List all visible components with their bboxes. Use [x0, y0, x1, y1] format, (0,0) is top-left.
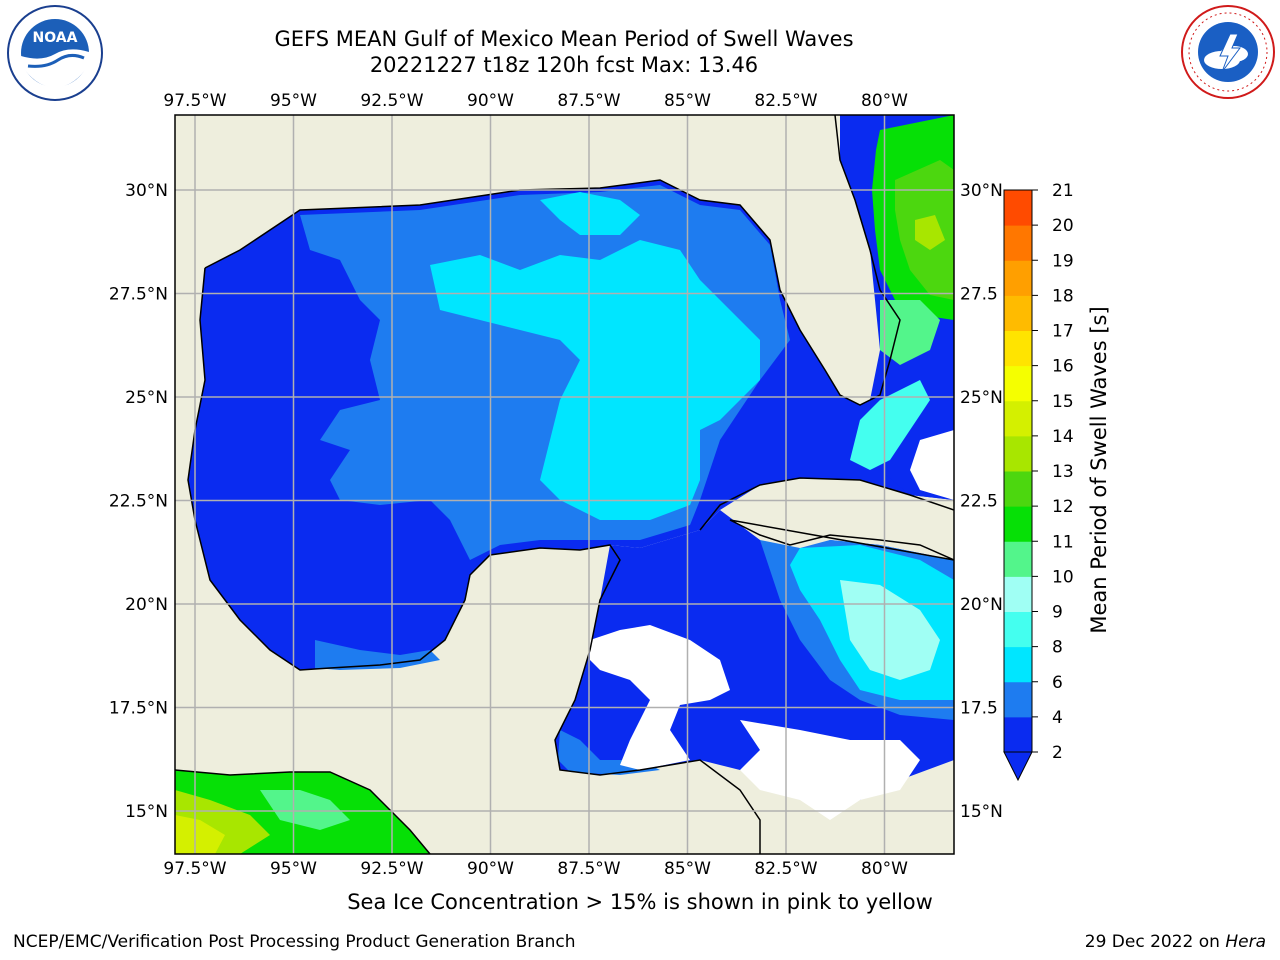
- colorbar-tick-label: 14: [1052, 427, 1074, 447]
- no-data-region: [910, 430, 954, 500]
- colorbar-tick-label: 9: [1052, 603, 1063, 623]
- colorbar-tick-label: 13: [1052, 462, 1074, 482]
- colorbar-segment: [1004, 646, 1032, 683]
- lon-tick-label-bottom: 97.5°W: [163, 859, 226, 879]
- colorbar-segment: [1004, 576, 1032, 612]
- colorbar-tick-label: 18: [1052, 286, 1074, 306]
- colorbar-segment: [1004, 225, 1032, 261]
- lat-tick-label-right: 30°N: [960, 181, 1003, 201]
- colorbar-tick-label: 11: [1052, 532, 1074, 552]
- colorbar-tick-label: 19: [1052, 251, 1074, 271]
- colorbar: [1003, 189, 1033, 782]
- footer-date-text: 29 Dec 2022 on: [1084, 932, 1226, 952]
- lon-tick-label-top: 87.5°W: [557, 91, 620, 111]
- lon-tick-label-bottom: 92.5°W: [360, 859, 423, 879]
- lon-tick-label-top: 97.5°W: [163, 91, 226, 111]
- footer-host: Hera: [1225, 932, 1266, 952]
- swell-period-contour-8s: [840, 580, 940, 680]
- nws-logo: [1181, 5, 1275, 99]
- noaa-logo-text: NOAA: [33, 30, 78, 46]
- colorbar-segment: [1004, 190, 1032, 226]
- lat-tick-label-right: 20°N: [960, 595, 1003, 615]
- footer-credit: NCEP/EMC/Verification Post Processing Pr…: [13, 932, 576, 952]
- colorbar-segment: [1004, 365, 1032, 402]
- colorbar-label: Mean Period of Swell Waves [s]: [1087, 306, 1111, 633]
- lat-tick-label-left: 22.5°N: [109, 492, 168, 512]
- lat-tick-label-left: 25°N: [125, 388, 168, 408]
- swell-period-contour-6s: [430, 240, 760, 520]
- lon-tick-label-top: 90°W: [467, 91, 514, 111]
- lat-tick-label-left: 17.5°N: [109, 699, 168, 719]
- lon-tick-label-bottom: 90°W: [467, 859, 514, 879]
- colorbar-segment: [1004, 260, 1032, 296]
- chart-title: GEFS MEAN Gulf of Mexico Mean Period of …: [274, 27, 854, 51]
- lat-tick-label-right: 27.5: [960, 285, 998, 305]
- colorbar-segment: [1004, 435, 1032, 472]
- lon-tick-label-top: 80°W: [861, 91, 908, 111]
- swell-period-contour-13s: [915, 215, 945, 250]
- colorbar-tick-label: 16: [1052, 357, 1074, 377]
- lat-tick-label-left: 15°N: [125, 802, 168, 822]
- coastline: [187, 267, 761, 854]
- lon-tick-label-top: 92.5°W: [360, 91, 423, 111]
- colorbar-tick-label: 20: [1052, 216, 1074, 236]
- colorbar-segment: [1004, 471, 1032, 507]
- pacific-coastline: [175, 769, 431, 854]
- colorbar-segment: [1004, 295, 1032, 331]
- colorbar-tick-label: 10: [1052, 567, 1074, 587]
- lon-tick-label-top: 95°W: [270, 91, 317, 111]
- no-data-region: [590, 625, 730, 770]
- colorbar-segment: [1004, 330, 1032, 367]
- colorbar-tick-label: 2: [1052, 743, 1063, 763]
- lon-tick-label-bottom: 85°W: [664, 859, 711, 879]
- colorbar-tick-label: 15: [1052, 392, 1074, 412]
- noaa-logo: NOAA: [7, 5, 103, 101]
- swell-period-contour-10s: [880, 300, 940, 365]
- colorbar-tick-label: 17: [1052, 322, 1074, 342]
- cuba-coastline: [699, 477, 954, 561]
- lon-tick-label-top: 82.5°W: [754, 91, 817, 111]
- lon-tick-label-bottom: 80°W: [861, 859, 908, 879]
- colorbar-segment: [1004, 400, 1032, 437]
- colorbar-tick-label: 4: [1052, 708, 1063, 728]
- colorbar-tick-label: 8: [1052, 638, 1063, 658]
- no-data-region: [740, 720, 920, 820]
- colorbar-tick-label: 12: [1052, 497, 1074, 517]
- coastline: [204, 115, 901, 406]
- lat-tick-label-right: 15°N: [960, 802, 1003, 822]
- sea-ice-note: Sea Ice Concentration > 15% is shown in …: [347, 890, 933, 914]
- swell-period-contour-6s: [540, 192, 640, 235]
- map-frame: [174, 114, 955, 855]
- colorbar-segment: [1004, 611, 1032, 648]
- graticule: [175, 115, 954, 854]
- swell-period-contour-8s: [850, 380, 930, 470]
- lat-tick-label-left: 27.5°N: [109, 285, 168, 305]
- footer-date: 29 Dec 2022 on Hera: [1085, 932, 1266, 952]
- colorbar-tick-label: 21: [1052, 181, 1074, 201]
- lat-tick-label-left: 20°N: [125, 595, 168, 615]
- lat-tick-label-left: 30°N: [125, 181, 168, 201]
- swell-period-contour-4s: [315, 640, 440, 670]
- lat-tick-label-right: 17.5: [960, 699, 998, 719]
- lon-tick-label-bottom: 95°W: [270, 859, 317, 879]
- colorbar-segment: [1004, 681, 1032, 718]
- colorbar-segment: [1004, 541, 1032, 577]
- colorbar-tick-label: 6: [1052, 673, 1063, 693]
- colorbar-segment: [1004, 716, 1032, 753]
- swell-period-contour-14s: [175, 815, 225, 854]
- lat-tick-label-right: 25°N: [960, 388, 1003, 408]
- colorbar-extend-arrow: [1003, 751, 1033, 782]
- lon-tick-label-bottom: 87.5°W: [557, 859, 620, 879]
- lat-tick-label-right: 22.5: [960, 492, 998, 512]
- lon-tick-label-top: 85°W: [664, 91, 711, 111]
- colorbar-segment: [1004, 506, 1032, 542]
- lon-tick-label-bottom: 82.5°W: [754, 859, 817, 879]
- swell-period-contour-10s: [260, 790, 350, 830]
- chart-subtitle: 20221227 t18z 120h fcst Max: 13.46: [369, 53, 759, 77]
